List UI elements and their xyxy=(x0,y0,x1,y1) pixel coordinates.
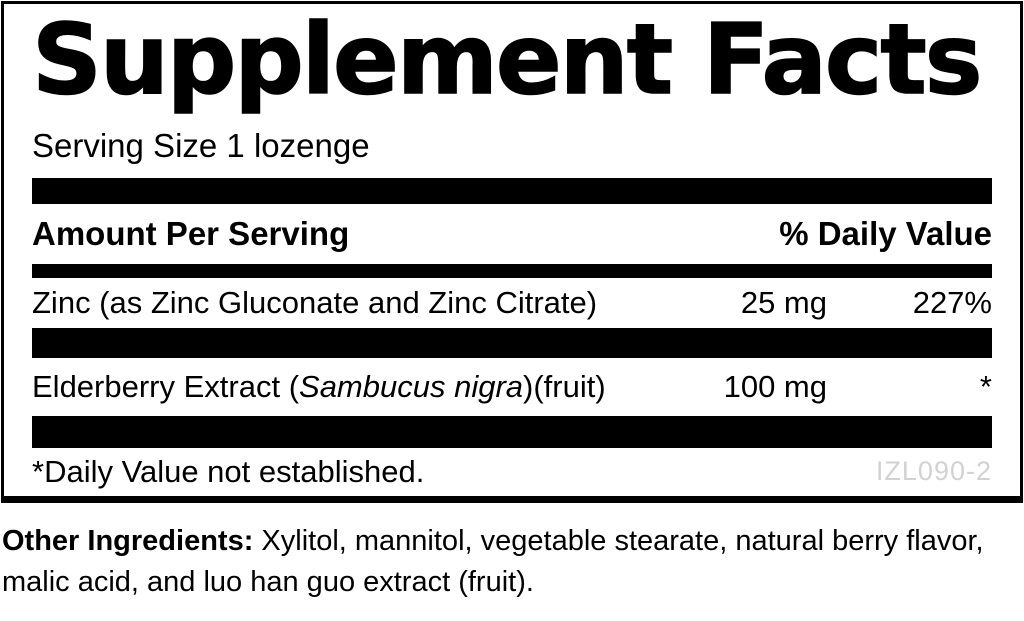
elderberry-name-suffix: )(fruit) xyxy=(523,368,606,404)
supplement-facts-title: Supplement Facts xyxy=(31,3,983,116)
serving-size-text: Serving Size 1 lozenge xyxy=(32,126,370,164)
divider-bar-thick-bottom xyxy=(32,415,992,448)
divider-bar-thin xyxy=(32,263,992,278)
column-header-row: Amount Per Serving % Daily Value xyxy=(32,204,992,264)
divider-bar-thick-middle xyxy=(32,327,992,358)
amount-per-serving-label: Amount Per Serving xyxy=(32,214,350,252)
zinc-daily-value: 227% xyxy=(912,284,992,320)
percent-daily-value-label: % Daily Value xyxy=(779,214,992,252)
elderberry-name-prefix: Elderberry Extract ( xyxy=(32,368,300,404)
zinc-amount: 25 mg xyxy=(740,284,827,320)
supplement-facts-panel: Supplement Facts Serving Size 1 lozenge … xyxy=(1,1,1023,503)
daily-value-footnote: *Daily Value not established. xyxy=(32,453,425,489)
nutrient-row-zinc: Zinc (as Zinc Gluconate and Zinc Citrate… xyxy=(32,278,992,328)
divider-bar-thick-top xyxy=(32,177,992,204)
other-ingredients-text: Xylitol, mannitol, vegetable stearate, n… xyxy=(2,525,984,599)
other-ingredients-label: Other Ingredients: xyxy=(2,525,254,557)
nutrient-row-elderberry: Elderberry Extract (Sambucus nigra)(frui… xyxy=(32,358,992,416)
footnote-row: *Daily Value not established. IZL090-2 xyxy=(32,448,992,496)
elderberry-name: Elderberry Extract (Sambucus nigra)(frui… xyxy=(32,369,657,405)
product-code: IZL090-2 xyxy=(875,456,992,487)
elderberry-daily-value: * xyxy=(979,368,992,404)
other-ingredients-paragraph: Other Ingredients: Xylitol, mannitol, ve… xyxy=(2,521,1007,603)
elderberry-latin-name: Sambucus nigra xyxy=(299,368,524,404)
zinc-name: Zinc (as Zinc Gluconate and Zinc Citrate… xyxy=(32,284,598,320)
elderberry-amount: 100 mg xyxy=(723,368,827,404)
